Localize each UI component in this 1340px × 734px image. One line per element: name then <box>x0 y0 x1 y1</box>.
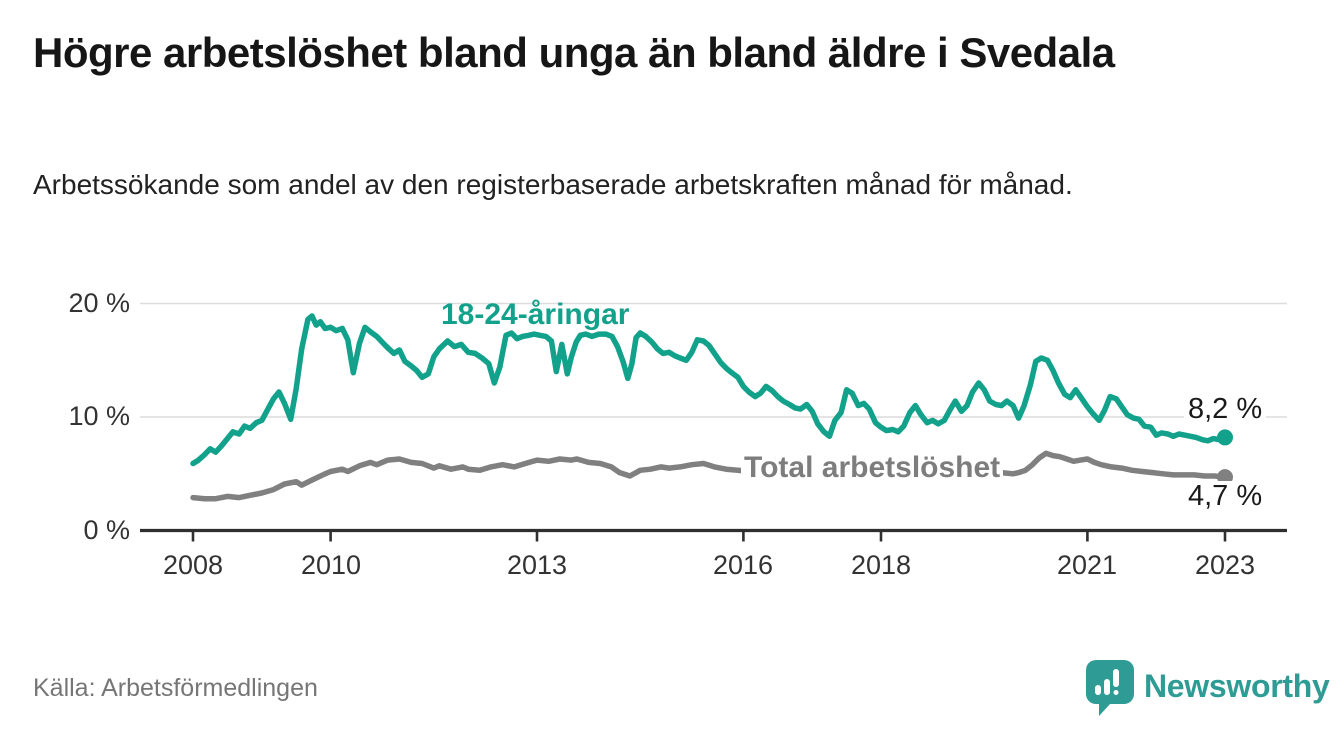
newsworthy-logo[interactable]: Newsworthy <box>1086 660 1330 723</box>
x-tick-label-2018: 2018 <box>850 550 912 580</box>
page-title: Högre arbetslöshet bland unga än bland ä… <box>33 29 1115 76</box>
end-value-young: 8,2 % <box>1184 394 1267 424</box>
end-value-total: 4,7 % <box>1184 481 1267 511</box>
y-tick-label-20: 20 % <box>68 288 130 318</box>
chart-subtitle: Arbetssökande som andel av den registerb… <box>33 169 1073 200</box>
x-tick-label-2016: 2016 <box>712 550 774 580</box>
series-end-dot-18-24-åringar <box>1217 429 1233 446</box>
y-tick-label-0: 0 % <box>83 515 130 545</box>
series-label-total: Total arbetslöshet <box>741 452 1004 484</box>
x-tick-label-2010: 2010 <box>300 550 362 580</box>
series-line-18-24-åringar <box>190 313 1228 467</box>
x-tick-label-2021: 2021 <box>1056 550 1118 580</box>
source-note: Källa: Arbetsförmedlingen <box>33 674 318 702</box>
y-tick-label-10: 10 % <box>68 401 130 431</box>
series-line-Total arbetslöshet <box>190 450 1228 502</box>
x-tick-label-2013: 2013 <box>506 550 568 580</box>
newsworthy-icon <box>1086 660 1134 723</box>
x-tick-label-2023: 2023 <box>1194 550 1256 580</box>
series-label-young: 18-24-åringar <box>441 298 630 331</box>
newsworthy-wordmark: Newsworthy <box>1144 667 1330 704</box>
x-tick-label-2008: 2008 <box>162 550 224 580</box>
